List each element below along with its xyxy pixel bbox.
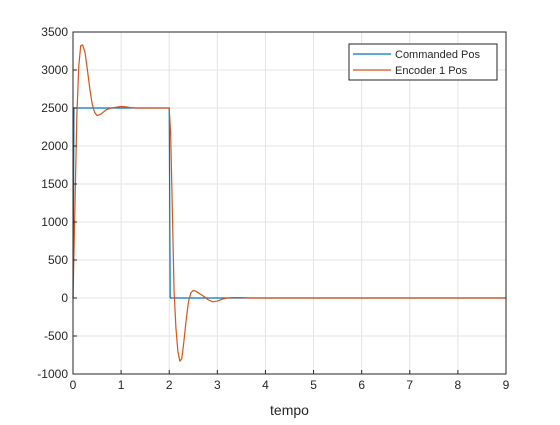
x-tick-label: 2 [166, 378, 173, 392]
x-tick-label: 8 [455, 378, 462, 392]
x-tick-label: 4 [262, 378, 269, 392]
axes-background [73, 32, 506, 374]
tick-layer [72, 31, 507, 375]
x-tick-label: 5 [310, 378, 317, 392]
x-tick-label: 3 [214, 378, 221, 392]
y-tick-label: 1500 [41, 177, 68, 191]
axes-box [72, 31, 507, 375]
y-tick-label: 3500 [41, 25, 68, 39]
series-line-encoder-1-pos [72, 44, 506, 362]
x-tick-label: 0 [70, 378, 77, 392]
x-tick-label: 6 [358, 378, 365, 392]
x-axis-label: tempo [270, 402, 309, 418]
legend-label: Encoder 1 Pos [395, 65, 468, 77]
y-tick-label: 3000 [41, 63, 68, 77]
series-layer [72, 44, 506, 362]
legend: Commanded Pos Encoder 1 Pos [348, 43, 498, 81]
legend-box [348, 43, 498, 81]
legend-label: Commanded Pos [395, 49, 480, 61]
y-tick-label: 500 [48, 253, 68, 267]
plot-area [72, 31, 507, 375]
y-tick-label: 0 [61, 291, 68, 305]
y-tick-label: 1000 [41, 215, 68, 229]
x-tick-label: 9 [503, 378, 510, 392]
y-tick-label: -1000 [37, 367, 68, 381]
x-tick-label: 7 [406, 378, 413, 392]
y-tick-label: 2500 [41, 101, 68, 115]
y-tick-label: 2000 [41, 139, 68, 153]
x-tick-label: 1 [118, 378, 125, 392]
y-tick-label: -500 [44, 329, 68, 343]
